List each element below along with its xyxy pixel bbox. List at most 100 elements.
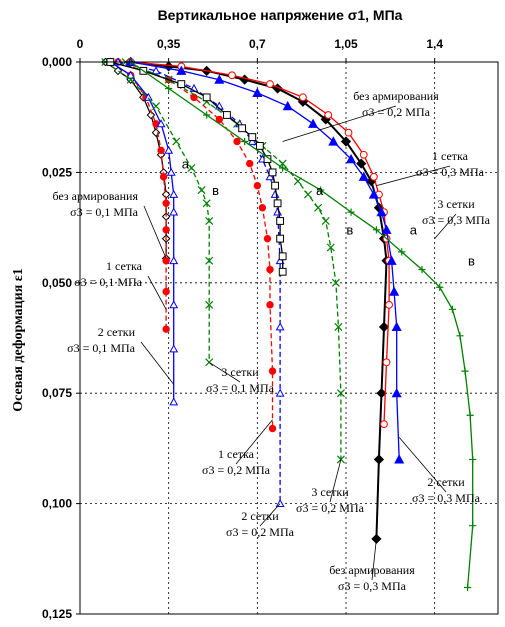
data-point-plus [456, 332, 464, 340]
series-3 [105, 57, 179, 406]
data-point-circle [266, 301, 274, 309]
data-point-plus [165, 84, 173, 93]
data-point-circle [246, 159, 254, 168]
data-point-plus [418, 265, 426, 274]
y-tick-label: 0,000 [42, 55, 72, 69]
series-annotation: 2 сетки σ3 = 0,3 МПа [398, 437, 481, 505]
annotations-layer: без армирования σ3 = 0,1 МПа 1 сетка σ3 = 0… [52, 89, 490, 593]
data-point-circle [162, 325, 170, 333]
annotation-line1: без армирования [353, 89, 439, 103]
annotation-line2: σ3 = 0,1 МПа [206, 381, 275, 395]
data-point-x [187, 163, 196, 173]
leader-line [376, 165, 451, 187]
annotation-line1: без армирования [329, 563, 415, 577]
data-point-triangle-open [169, 397, 179, 406]
x-tick-label: 0,35 [157, 37, 181, 51]
point-letter-label: а [410, 223, 418, 238]
y-tick-label: 0,025 [42, 165, 72, 179]
annotation-line2: σ3 = 0,1 МПа [67, 341, 136, 355]
data-point-triangle-open [265, 172, 275, 181]
annotation-line2: σ3 = 0,3 МПа [422, 213, 491, 227]
series-line [110, 61, 175, 402]
x-tick-label: 1,4 [426, 37, 443, 51]
data-point-square-open [271, 181, 279, 190]
series-11 [125, 56, 405, 464]
series-line [130, 61, 400, 460]
data-point-x [172, 137, 181, 146]
data-point-square-open [268, 168, 277, 177]
data-point-circle [159, 173, 168, 181]
data-point-square-open [278, 252, 287, 261]
data-point-circle [215, 115, 224, 124]
data-point-x [151, 102, 161, 111]
data-point-triangle-open [156, 119, 166, 128]
series-annotation: 3 сетки σ3 = 0,3 МПа [422, 197, 491, 239]
y-axis-label: Осевая деформация ε1 [11, 268, 26, 411]
data-point-plus [464, 583, 472, 592]
series-annotation: без армирования σ3 = 0,3 МПа [329, 538, 415, 593]
data-point-square-open [202, 93, 211, 102]
annotation-line1: 3 сетки [437, 197, 475, 211]
data-point-square-open [177, 80, 186, 88]
data-point-x [336, 389, 345, 398]
data-point-plus [241, 137, 249, 146]
data-point-triangle-open [151, 66, 161, 75]
data-point-diamond [373, 454, 385, 465]
annotation-line1: 1 сетка [218, 447, 255, 461]
data-point-diamond [239, 74, 250, 85]
point-letter-label: в [346, 223, 353, 238]
data-point-triangle-open [169, 256, 179, 265]
leader-line [147, 275, 167, 310]
data-point-triangle [386, 255, 397, 265]
annotation-line1: 2 сетки [427, 475, 465, 489]
data-point-x [205, 300, 214, 309]
data-point-circle-open [369, 172, 378, 181]
chart-title: Вертикальное напряжение σ1, МПа [158, 7, 403, 23]
data-point-plus [203, 111, 211, 119]
x-tick-label: 0 [77, 37, 84, 51]
y-tick-label: 0,050 [42, 276, 72, 290]
data-point-triangle [391, 321, 402, 332]
data-point-x [197, 186, 206, 195]
data-point-triangle-open [169, 189, 179, 198]
data-point-x [326, 243, 335, 252]
annotation-line1: без армирования [52, 189, 138, 203]
data-point-square-open [273, 199, 282, 208]
annotation-line1: 3 сетки [221, 365, 259, 379]
annotation-line2: σ3 = 0,2 МПа [226, 525, 295, 539]
data-point-circle-open [228, 71, 236, 80]
data-point-triangle-open [275, 322, 285, 331]
series-line [110, 61, 167, 330]
data-point-circle [253, 181, 262, 190]
series-line [117, 61, 281, 504]
data-point-x [321, 216, 330, 226]
data-point-triangle-open [143, 92, 153, 101]
data-point-square-open [255, 142, 264, 150]
data-point-circle-open [266, 80, 274, 88]
leader-line [140, 341, 175, 385]
data-point-square-open [248, 133, 257, 141]
data-point-circle-open [382, 358, 391, 367]
series-line [110, 61, 284, 272]
data-point-triangle [368, 189, 379, 199]
data-point-circle [263, 234, 272, 243]
data-point-diamond-open [146, 110, 156, 120]
series-annotation: 1 сетка σ3 = 0,3 МПа [376, 149, 485, 187]
x-tick-label: 0,7 [249, 37, 266, 51]
data-point-plus [347, 208, 355, 216]
data-point-circle [233, 137, 241, 146]
leader-line [235, 419, 273, 465]
data-point-diamond [376, 388, 387, 399]
data-point-x [303, 190, 313, 199]
y-tick-label: 0,075 [42, 386, 72, 400]
data-point-circle-open [324, 111, 333, 119]
data-point-triangle-open [275, 388, 285, 397]
point-letter-label: а [182, 156, 190, 171]
series-annotation: без армирования σ3 = 0,2 МПа [282, 89, 439, 142]
data-point-triangle-open [164, 145, 174, 154]
data-point-plus [461, 367, 469, 375]
data-point-triangle-open [126, 70, 136, 79]
annotation-line2: σ3 = 0,2 МПа [296, 501, 365, 515]
x-tick-label: 1,05 [334, 37, 358, 51]
